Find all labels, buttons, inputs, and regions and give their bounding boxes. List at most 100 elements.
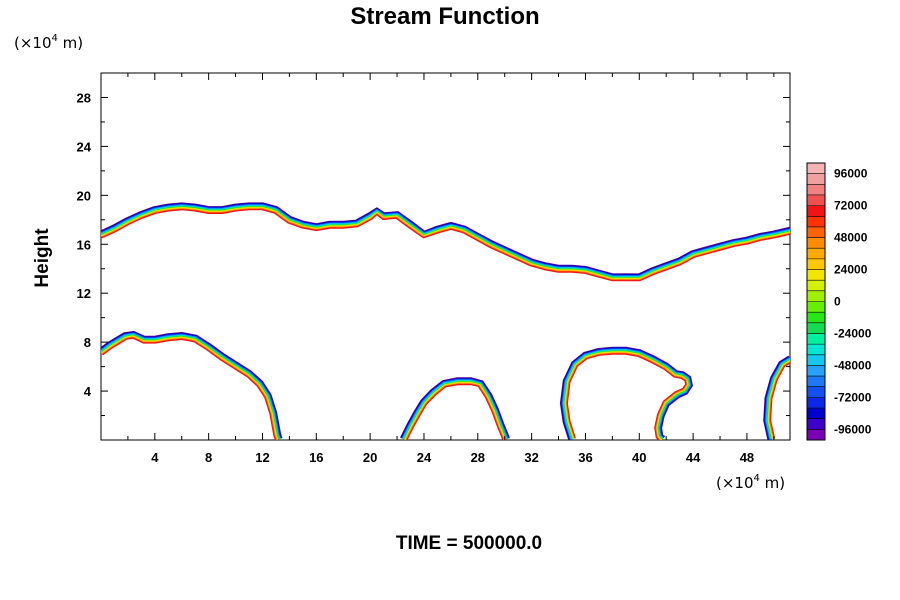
colorbar-swatch xyxy=(807,322,825,334)
contour-line xyxy=(564,351,689,440)
colorbar-label: 0 xyxy=(834,295,841,309)
contour-line xyxy=(767,359,790,440)
contour-line xyxy=(764,357,790,440)
contour-line xyxy=(769,362,790,439)
x-tick-label: 40 xyxy=(632,450,646,465)
x-tick-label: 12 xyxy=(255,450,269,465)
x-tick-label: 8 xyxy=(205,450,212,465)
time-label: TIME = 500000.0 xyxy=(396,533,542,554)
contour-series-4 xyxy=(763,355,790,440)
colorbar-label: -96000 xyxy=(834,422,872,436)
contour-line xyxy=(763,355,789,440)
colorbar-swatch xyxy=(807,312,825,324)
y-tick-label: 12 xyxy=(77,286,91,301)
y-tick-label: 8 xyxy=(84,335,91,350)
colorbar-label: 48000 xyxy=(834,231,868,245)
contour-line xyxy=(562,349,690,440)
colorbar-label: 96000 xyxy=(834,167,868,181)
colorbar-swatch xyxy=(807,344,825,356)
contour-line xyxy=(101,330,283,439)
contour-line xyxy=(101,333,280,440)
contour-line xyxy=(101,331,282,439)
contour-line xyxy=(101,203,790,276)
x-tick-label: 32 xyxy=(524,450,538,465)
colorbar-label: -24000 xyxy=(834,326,872,340)
contour-series-0 xyxy=(101,202,790,282)
colorbar-swatch xyxy=(807,301,825,313)
colorbar-swatch xyxy=(807,163,825,174)
colorbar-swatch xyxy=(807,216,825,228)
contour-line xyxy=(101,203,790,277)
contour-line xyxy=(102,337,277,440)
colorbar-swatch xyxy=(807,205,825,217)
y-tick-label: 20 xyxy=(77,188,91,203)
y-tick-label: 24 xyxy=(77,139,92,154)
contour-layer xyxy=(101,202,790,440)
plot-frame xyxy=(100,72,791,441)
contour-line xyxy=(562,349,691,440)
colorbar-label: 72000 xyxy=(834,199,868,213)
colorbar-label: -48000 xyxy=(834,358,872,372)
x-tick-label: 44 xyxy=(686,450,701,465)
colorbar-swatch xyxy=(807,386,825,398)
contour-line xyxy=(768,360,790,439)
contour-line xyxy=(101,207,790,280)
contour-line xyxy=(405,383,505,440)
colorbar-swatch xyxy=(807,194,825,206)
colorbar-label: 24000 xyxy=(834,263,868,277)
contour-line xyxy=(766,358,790,440)
y-unit-exponent: 4 xyxy=(52,33,58,44)
contour-line xyxy=(101,204,790,277)
y-tick-label: 4 xyxy=(84,384,92,399)
y-axis-label: Height xyxy=(32,228,53,288)
y-unit-prefix: (×10 xyxy=(14,34,52,52)
contour-series-2 xyxy=(400,377,510,440)
colorbar: 96000 72000 48000 24000 0 -24000 -48000 -72000 -… xyxy=(806,162,872,441)
contour-line xyxy=(101,205,790,278)
contour-line xyxy=(101,332,281,439)
chart-title: Stream Function xyxy=(350,3,539,30)
colorbar-swatch xyxy=(807,397,825,409)
colorbar-swatch xyxy=(807,354,825,366)
y-tick-label: 28 xyxy=(77,90,91,105)
x-tick-label: 36 xyxy=(578,450,592,465)
contour-line xyxy=(400,378,510,439)
contour-line xyxy=(101,206,790,279)
contour-line xyxy=(402,379,508,439)
contour-line xyxy=(102,336,277,440)
contour-line xyxy=(559,346,693,440)
colorbar-swatch xyxy=(807,333,825,345)
contour-line xyxy=(401,378,509,439)
contour-line xyxy=(402,380,507,440)
contour-line xyxy=(765,357,790,440)
contour-line xyxy=(561,348,692,440)
contour-line xyxy=(101,208,790,281)
x-tick-label: 20 xyxy=(363,450,377,465)
x-tick-label: 48 xyxy=(740,450,754,465)
x-unit-exponent: 4 xyxy=(754,473,760,484)
x-tick-label: 28 xyxy=(471,450,485,465)
colorbar-swatch xyxy=(807,226,825,238)
colorbar-swatch xyxy=(807,258,825,270)
contour-line xyxy=(563,350,690,440)
contour-line xyxy=(763,356,790,440)
contour-line xyxy=(766,359,790,440)
colorbar-swatch xyxy=(807,365,825,377)
contour-line xyxy=(566,353,687,440)
colorbar-frame xyxy=(806,162,826,441)
colorbar-swatch xyxy=(807,269,825,281)
colorbar-swatch xyxy=(807,290,825,302)
contour-line xyxy=(565,352,688,440)
contour-line xyxy=(404,381,506,440)
colorbar-swatch xyxy=(807,418,825,430)
colorbar-swatch xyxy=(807,280,825,292)
colorbar-swatch xyxy=(807,237,825,249)
x-unit-suffix: m) xyxy=(760,474,785,492)
contour-line xyxy=(406,384,504,440)
contour-line xyxy=(101,335,279,440)
colorbar-swatch xyxy=(807,429,825,441)
colorbar-swatch xyxy=(807,408,825,419)
contour-line xyxy=(560,347,693,440)
x-tick-label: 4 xyxy=(151,450,159,465)
